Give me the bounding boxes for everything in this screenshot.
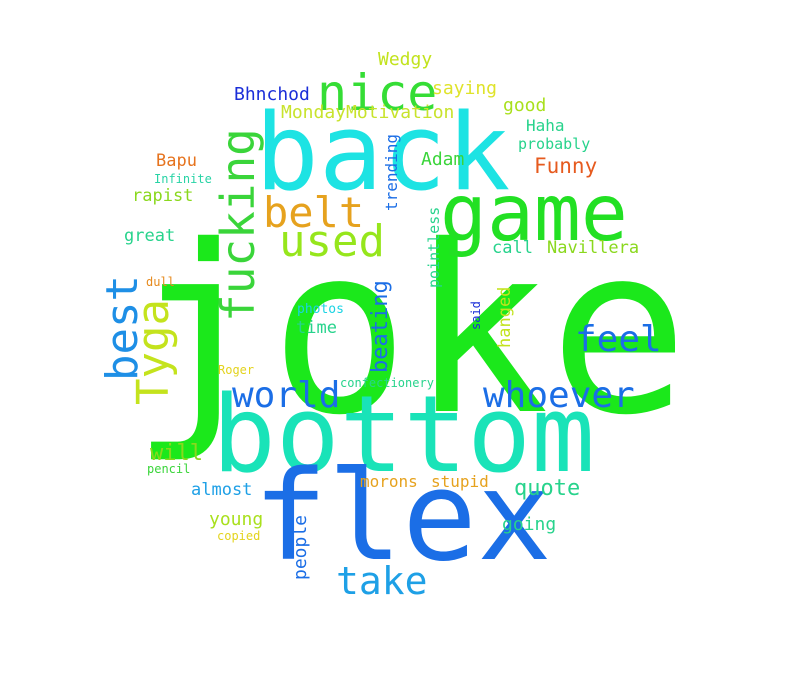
word-tyga: Tyga xyxy=(128,299,179,405)
word-people: people xyxy=(290,514,311,580)
word-great: great xyxy=(124,226,176,246)
word-rapist: rapist xyxy=(132,186,194,206)
word-stupid: stupid xyxy=(431,472,489,491)
word-will: will xyxy=(150,441,203,466)
word-infinite: Infinite xyxy=(154,172,212,186)
word-flex: flex xyxy=(253,445,552,589)
word-probably: probably xyxy=(518,135,591,153)
word-saying: saying xyxy=(432,78,498,99)
word-funny: Funny xyxy=(534,154,598,178)
word-roger: Roger xyxy=(218,363,255,377)
word-fucking: fucking xyxy=(211,128,265,322)
word-morons: morons xyxy=(360,472,418,491)
word-trending: trending xyxy=(382,133,401,211)
word-game: game xyxy=(440,169,628,259)
word-pointless: pointless xyxy=(425,206,443,288)
word-bapu: Bapu xyxy=(156,151,197,171)
word-bhnchod: Bhnchod xyxy=(234,84,310,105)
word-navillera: Navillera xyxy=(547,238,640,258)
word-hanged: hanged xyxy=(495,286,515,348)
word-confectionery: confectionery xyxy=(340,376,434,390)
word-nice: nice xyxy=(317,64,438,122)
word-almost: almost xyxy=(191,480,253,500)
word-take: take xyxy=(336,559,428,603)
word-said: said xyxy=(469,301,483,330)
word-beating: beating xyxy=(368,280,393,373)
word-adam: Adam xyxy=(421,149,465,170)
word-time: time xyxy=(296,318,337,338)
word-world: world xyxy=(232,375,341,416)
word-call: call xyxy=(492,238,533,258)
word-belt: belt xyxy=(263,188,365,237)
word-wedgy: Wedgy xyxy=(378,49,433,70)
word-dull: dull xyxy=(146,275,175,289)
word-used: used xyxy=(279,216,385,267)
word-joke: joke xyxy=(130,196,689,466)
word-photos: photos xyxy=(297,302,344,317)
word-going: going xyxy=(502,514,557,535)
word-mondaymotivation: MondayMotivation xyxy=(281,102,455,123)
word-haha: Haha xyxy=(526,116,565,135)
word-bottom: bottom xyxy=(212,373,595,496)
word-whoever: whoever xyxy=(483,375,635,416)
word-good: good xyxy=(503,95,547,116)
word-quote: quote xyxy=(514,476,581,501)
word-feel: feel xyxy=(575,319,662,360)
word-copied: copied xyxy=(217,529,261,543)
word-young: young xyxy=(209,509,264,530)
word-back: back xyxy=(255,91,511,214)
word-pencil: pencil xyxy=(147,462,191,476)
